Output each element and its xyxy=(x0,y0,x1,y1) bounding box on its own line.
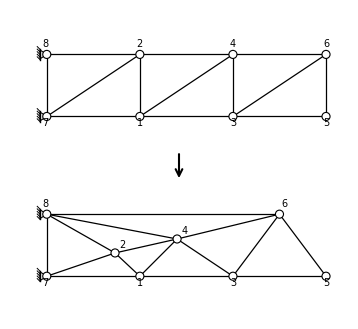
Polygon shape xyxy=(40,50,47,59)
Circle shape xyxy=(322,113,330,120)
Text: 7: 7 xyxy=(42,118,48,128)
Polygon shape xyxy=(40,210,47,218)
Circle shape xyxy=(43,210,51,218)
Text: 8: 8 xyxy=(42,199,48,209)
Text: 3: 3 xyxy=(230,278,236,288)
Circle shape xyxy=(229,50,237,59)
Text: 5: 5 xyxy=(323,118,329,128)
Circle shape xyxy=(229,113,237,120)
Text: 5: 5 xyxy=(323,278,329,288)
Text: 6: 6 xyxy=(323,39,329,49)
Circle shape xyxy=(43,272,51,280)
Circle shape xyxy=(43,50,51,59)
Text: 3: 3 xyxy=(230,118,236,128)
Text: 1: 1 xyxy=(137,278,143,288)
Text: 6: 6 xyxy=(281,199,287,209)
Circle shape xyxy=(43,113,51,120)
Polygon shape xyxy=(40,272,47,281)
Text: 4: 4 xyxy=(230,39,236,49)
Circle shape xyxy=(136,50,144,59)
Text: 2: 2 xyxy=(137,39,143,49)
Text: 8: 8 xyxy=(42,39,48,49)
Text: 1: 1 xyxy=(137,118,143,128)
Circle shape xyxy=(229,272,237,280)
Circle shape xyxy=(111,249,119,257)
Text: 7: 7 xyxy=(42,278,48,288)
Circle shape xyxy=(322,272,330,280)
Circle shape xyxy=(322,50,330,59)
Circle shape xyxy=(136,113,144,120)
Polygon shape xyxy=(40,112,47,121)
Circle shape xyxy=(173,235,181,243)
Circle shape xyxy=(275,210,284,218)
Circle shape xyxy=(136,272,144,280)
Text: 4: 4 xyxy=(182,226,188,236)
Text: 2: 2 xyxy=(120,240,126,250)
